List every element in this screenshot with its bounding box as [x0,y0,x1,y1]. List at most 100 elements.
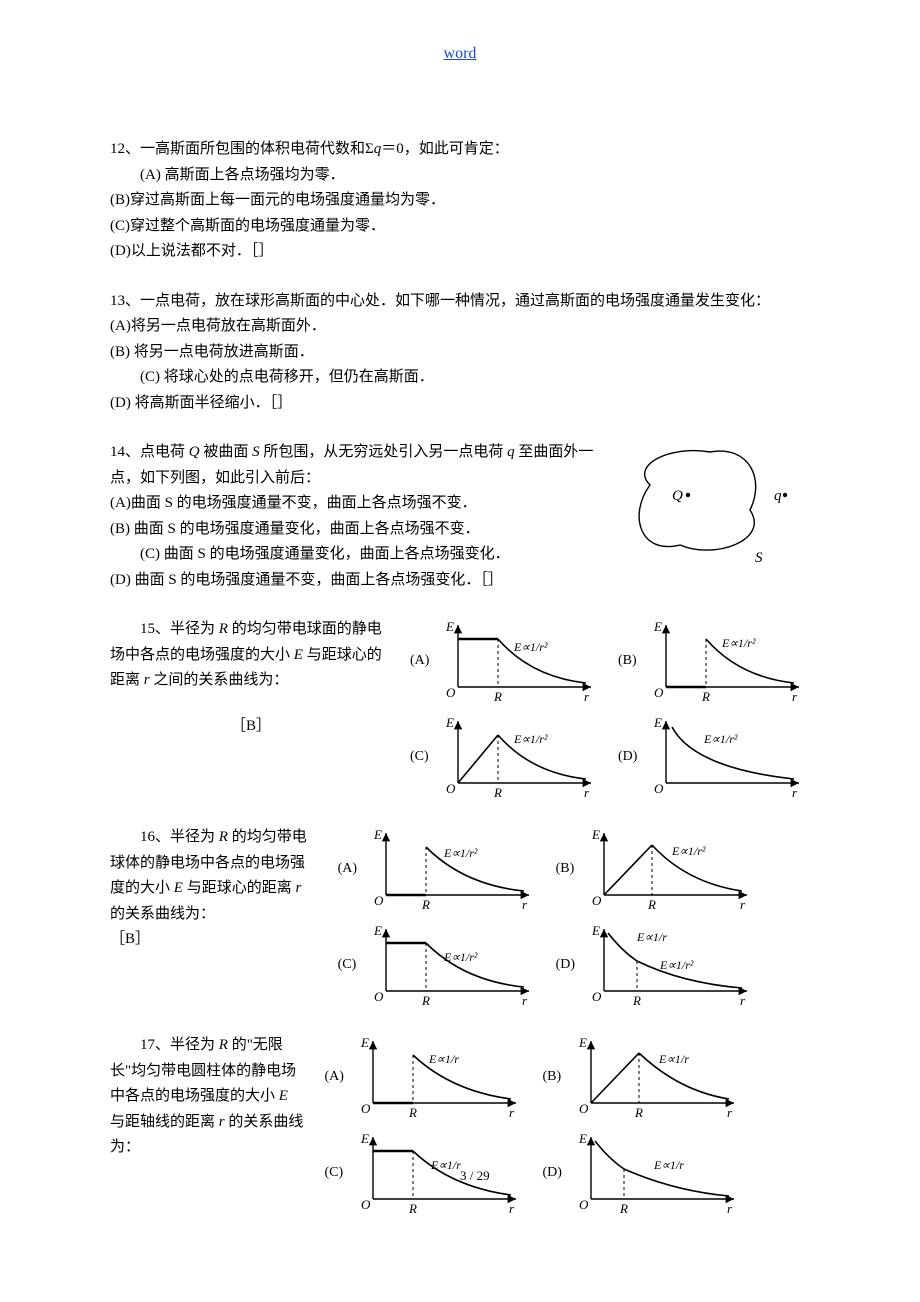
q12-opt-d: (D)以上说法都不对．［］ [110,239,810,265]
q14-Q-label: Q [672,488,683,504]
q12-sum: Σ [365,141,374,157]
svg-text:E: E [360,1131,369,1146]
svg-text:r: r [522,993,528,1008]
q16-label-a: (A) [338,857,364,881]
svg-text:O: O [654,685,664,700]
svg-text:E: E [653,619,662,634]
svg-text:E∝1/r²: E∝1/r² [513,732,548,746]
q15-chart-c: E O R r E∝1/r² [436,713,596,801]
svg-text:O: O [361,1101,371,1116]
q13-opt-d: (D) 将高斯面半径缩小．［］ [110,391,810,417]
q13-stem: 13、一点电荷，放在球形高斯面的中心处．如下哪一种情况，通过高斯面的电场强度通量… [110,289,810,315]
q12-stem-b: ＝0，如此可肯定： [381,141,509,157]
q15-label-c: (C) [410,745,436,769]
question-16: 16、半径为 R 的均匀带电球体的静电场中各点的电场强度的大小 E 与距球心的距… [110,825,810,1009]
q15-stem: 15、半径为 R 的均匀带电球面的静电场中各点的电场强度的大小 E 与距球心的距… [110,617,392,694]
svg-text:r: r [509,1105,515,1120]
q13-opt-c: (C) 将球心处的点电荷移开，但仍在高斯面． [110,365,810,391]
svg-text:r: r [522,897,528,912]
svg-text:E: E [445,715,454,730]
svg-text:E∝1/r²: E∝1/r² [443,950,478,964]
q17-charts: (A) E O R r E∝1/r (B) [325,1033,745,1217]
q16-chart-b: E O R r E∝1/r² [582,825,752,913]
q14-S-label: S [755,550,763,566]
svg-text:E∝1/r²: E∝1/r² [671,844,706,858]
svg-text:E: E [360,1035,369,1050]
svg-text:r: r [727,1105,733,1120]
q12-stem-a: 12、一高斯面所包围的体积电荷代数和 [110,141,365,157]
q17-label-d: (D) [543,1161,569,1185]
q15-chart-a: E O R r E∝1/r² [436,617,596,705]
svg-text:R: R [493,785,502,800]
q16-chart-c: E O R r E∝1/r² [364,921,534,1009]
q13-opt-b: (B) 将另一点电荷放进高斯面． [110,340,810,366]
q17-chart-b: E O R r E∝1/r [569,1033,739,1121]
svg-text:E∝1/r: E∝1/r [653,1158,684,1172]
question-12: 12、一高斯面所包围的体积电荷代数和Σq＝0，如此可肯定： (A) 高斯面上各点… [110,137,810,265]
svg-text:E∝1/r²: E∝1/r² [721,636,756,650]
svg-text:E∝1/r: E∝1/r [428,1052,459,1066]
q16-label-b: (B) [556,857,582,881]
q14-q-label: q [774,488,782,504]
svg-text:E: E [373,827,382,842]
q17-label-a: (A) [325,1065,351,1089]
q16-label-c: (C) [338,953,364,977]
svg-text:E∝1/r²: E∝1/r² [703,732,738,746]
q16-answer: ［B］ [110,931,150,947]
q16-chart-a: E O R r E∝1/r² [364,825,534,913]
question-15: 15、半径为 R 的均匀带电球面的静电场中各点的电场强度的大小 E 与距球心的距… [110,617,810,801]
q17-chart-d: E O R r E∝1/r [569,1129,739,1217]
q15-chart-b: E O R r E∝1/r² [644,617,804,705]
svg-text:O: O [579,1197,589,1212]
q14-opt-c: (C) 曲面 S 的电场强度通量变化，曲面上各点场强变化． [110,542,610,568]
q15-answer: ［B］ [110,714,392,740]
svg-text:r: r [584,785,590,800]
q16-charts: (A) E O R r E∝1/r² (B) [338,825,758,1009]
question-17: 17、半径为 R 的"无限长"均匀带电圆柱体的静电场中各点的电场强度的大小 E … [110,1033,810,1217]
svg-text:E: E [591,827,600,842]
svg-text:O: O [592,989,602,1004]
question-14: 14、点电荷 Q 被曲面 S 所包围，从无穷远处引入另一点电荷 q 至曲面外一点… [110,440,810,593]
svg-text:O: O [446,685,456,700]
svg-text:O: O [592,893,602,908]
svg-text:r: r [792,785,798,800]
q17-stem: 17、半径为 R 的"无限长"均匀带电圆柱体的静电场中各点的电场强度的大小 E … [110,1033,307,1161]
svg-text:E: E [445,619,454,634]
svg-text:E∝1/r: E∝1/r [636,930,667,944]
svg-text:R: R [619,1201,628,1216]
header-word: word [110,40,810,67]
svg-text:E: E [373,923,382,938]
q17-chart-a: E O R r E∝1/r [351,1033,521,1121]
svg-text:E: E [578,1131,587,1146]
svg-text:r: r [740,897,746,912]
q12-opt-c: (C)穿过整个高斯面的电场强度通量为零． [110,214,810,240]
svg-text:R: R [408,1201,417,1216]
svg-text:R: R [634,1105,643,1120]
svg-text:O: O [374,893,384,908]
q14-opt-b: (B) 曲面 S 的电场强度通量变化，曲面上各点场强不变． [110,517,610,543]
q15-label-d: (D) [618,745,644,769]
svg-text:r: r [509,1201,515,1216]
svg-text:r: r [740,993,746,1008]
svg-text:E∝1/r: E∝1/r [430,1158,461,1172]
q14-opt-d: (D) 曲面 S 的电场强度通量不变，曲面上各点场强变化．［］ [110,568,610,594]
q14-opt-a: (A)曲面 S 的电场强度通量不变，曲面上各点场强不变． [110,491,610,517]
q17-chart-c: E O R r E∝1/r [351,1129,521,1217]
svg-text:R: R [701,689,710,704]
svg-text:O: O [579,1101,589,1116]
svg-text:R: R [421,993,430,1008]
page-number: 3 / 29 [460,1165,490,1187]
q15-chart-d: E O r E∝1/r² [644,713,804,801]
svg-text:O: O [446,781,456,796]
svg-text:R: R [632,993,641,1008]
svg-text:E∝1/r²: E∝1/r² [443,846,478,860]
q15-label-b: (B) [618,649,644,673]
question-13: 13、一点电荷，放在球形高斯面的中心处．如下哪一种情况，通过高斯面的电场强度通量… [110,289,810,417]
q15-charts: (A) E O R r E∝1/r² (B) [410,617,810,801]
q16-label-d: (D) [556,953,582,977]
q14-figure: Q q S [620,440,810,570]
q12-stem: 12、一高斯面所包围的体积电荷代数和Σq＝0，如此可肯定： [110,137,810,163]
svg-text:E: E [578,1035,587,1050]
svg-text:E∝1/r: E∝1/r [658,1052,689,1066]
q15-label-a: (A) [410,649,436,673]
